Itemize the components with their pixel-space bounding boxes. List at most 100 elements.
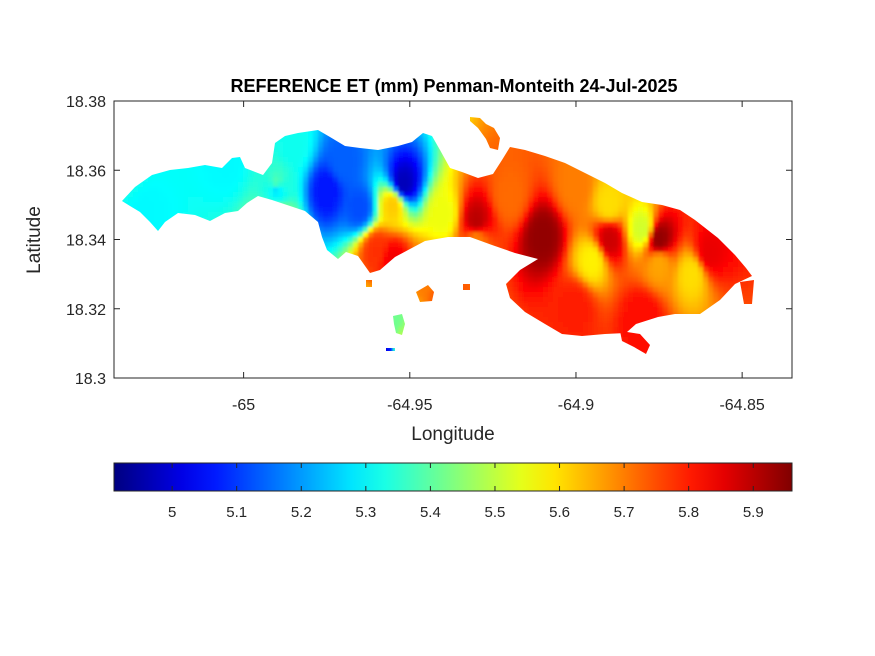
et-cell <box>178 187 184 193</box>
et-cell <box>228 207 234 213</box>
et-cell <box>678 252 684 258</box>
et-cell <box>608 292 614 298</box>
et-cell <box>613 267 619 273</box>
et-cell <box>713 237 719 243</box>
et-cell <box>378 207 384 213</box>
et-cell <box>293 172 299 178</box>
et-cell <box>548 292 554 298</box>
et-cell <box>648 252 654 258</box>
et-cell <box>568 212 574 218</box>
et-cell <box>313 212 319 218</box>
et-cell <box>148 192 154 198</box>
et-cell <box>578 197 584 203</box>
et-cell <box>423 207 429 213</box>
et-cell <box>203 197 209 203</box>
et-cell <box>303 142 309 148</box>
chart-title: REFERENCE ET (mm) Penman-Monteith 24-Jul… <box>230 76 677 96</box>
et-cell <box>543 162 549 168</box>
et-cell <box>583 172 589 178</box>
et-cell <box>568 272 574 278</box>
et-cell <box>378 167 384 173</box>
et-cell <box>288 177 294 183</box>
et-cell <box>578 252 584 258</box>
et-cell <box>533 237 539 243</box>
et-cell <box>338 217 344 223</box>
et-cell <box>368 192 374 198</box>
et-cell <box>503 237 509 243</box>
et-cell <box>668 237 674 243</box>
et-cell <box>383 207 389 213</box>
et-cell <box>588 252 594 258</box>
et-cell <box>548 197 554 203</box>
et-cell <box>373 262 379 268</box>
et-cell <box>363 177 369 183</box>
et-cell <box>368 212 374 218</box>
et-cell <box>373 257 379 263</box>
et-cell <box>153 172 159 178</box>
et-cell <box>508 207 514 213</box>
et-cell <box>308 167 314 173</box>
et-cell <box>423 222 429 228</box>
et-cell <box>223 162 229 168</box>
et-cell <box>403 207 409 213</box>
et-cell <box>563 162 569 168</box>
et-cell <box>353 192 359 198</box>
et-cell <box>598 197 604 203</box>
et-cell <box>608 207 614 213</box>
et-cell <box>358 157 364 163</box>
et-cell <box>718 272 724 278</box>
et-cell <box>443 212 449 218</box>
et-cell <box>573 262 579 268</box>
et-cell <box>653 277 659 283</box>
et-cell <box>533 277 539 283</box>
et-cell <box>643 272 649 278</box>
et-cell <box>498 232 504 238</box>
et-cell <box>673 252 679 258</box>
et-cell <box>638 252 644 258</box>
et-cell <box>498 177 504 183</box>
et-cell <box>398 247 404 253</box>
et-cell <box>693 247 699 253</box>
et-cell <box>653 242 659 248</box>
et-cell <box>323 132 329 138</box>
et-cell <box>278 167 284 173</box>
et-cell <box>378 222 384 228</box>
et-cell <box>443 217 449 223</box>
et-cell <box>518 202 524 208</box>
et-cell <box>643 247 649 253</box>
et-cell <box>488 142 494 148</box>
et-cell <box>423 172 429 178</box>
et-cell <box>588 177 594 183</box>
et-cell <box>728 277 734 283</box>
et-cell <box>663 212 669 218</box>
et-cell <box>688 232 694 238</box>
et-cell <box>528 237 534 243</box>
et-cell <box>423 237 429 243</box>
et-cell <box>298 142 304 148</box>
et-cell <box>508 192 514 198</box>
et-cell <box>488 197 494 203</box>
et-cell <box>428 152 434 158</box>
et-cell <box>373 232 379 238</box>
et-cell <box>208 197 214 203</box>
et-cell <box>673 232 679 238</box>
et-cell <box>633 297 639 303</box>
et-cell <box>338 192 344 198</box>
et-cell <box>688 267 694 273</box>
et-cell <box>273 167 279 173</box>
et-cell <box>568 262 574 268</box>
et-cell <box>598 192 604 198</box>
et-cell <box>383 152 389 158</box>
et-cell <box>378 152 384 158</box>
et-cell <box>308 137 314 143</box>
et-cell <box>313 157 319 163</box>
et-cell <box>198 182 204 188</box>
et-cell <box>548 162 554 168</box>
et-cell <box>728 267 734 273</box>
et-cell <box>413 157 419 163</box>
et-cell <box>548 167 554 173</box>
et-cell <box>363 147 369 153</box>
et-cell <box>573 167 579 173</box>
et-cell <box>383 247 389 253</box>
et-cell <box>603 182 609 188</box>
